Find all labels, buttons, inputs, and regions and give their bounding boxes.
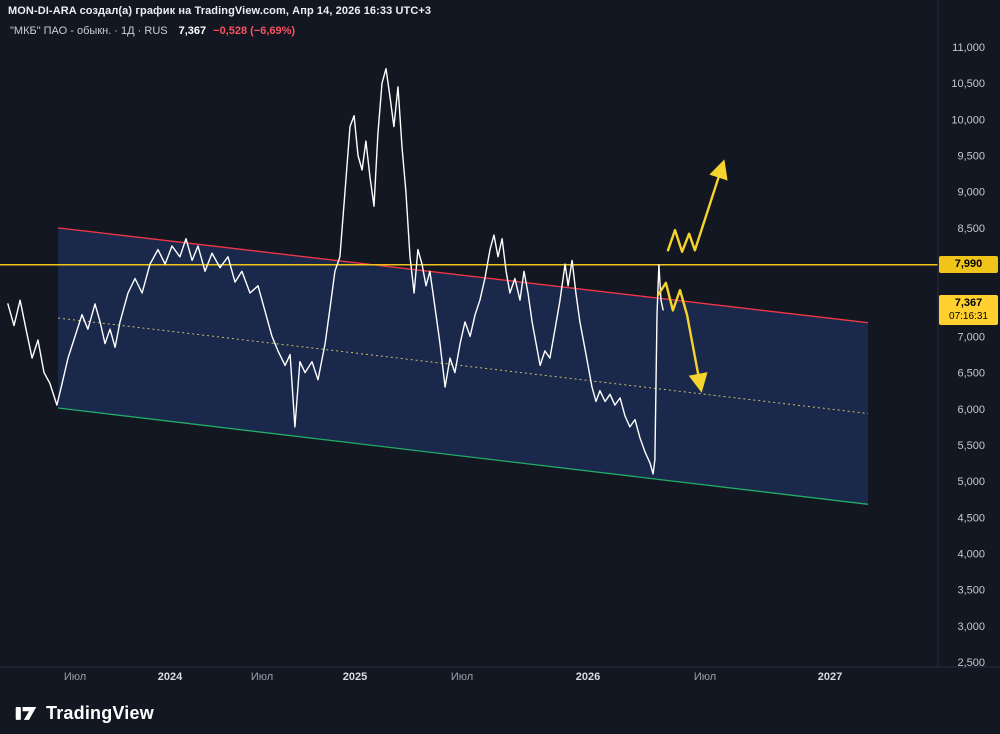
time-tick-label: 2024 (158, 671, 183, 683)
time-tick-label: 2026 (576, 671, 600, 683)
time-tick-label: Июл (451, 671, 473, 683)
last-price-text: 7,367 (954, 296, 983, 309)
price-tick-label: 9,000 (957, 187, 985, 199)
last-price-label: 7,367 07:16:31 (939, 294, 998, 325)
channel-top-line[interactable] (58, 227, 869, 324)
bearish-scenario-arrow[interactable] (656, 281, 708, 393)
parallel-channel-fill[interactable] (58, 227, 869, 505)
horizontal-line-price-label: 7,990 (939, 256, 998, 274)
time-tick-label: 2025 (343, 671, 367, 683)
price-tick-label: 4,500 (957, 512, 985, 524)
price-tick-label: 7,000 (957, 331, 985, 343)
time-tick-label: Июл (694, 671, 716, 683)
price-tick-label: 9,500 (957, 151, 985, 163)
price-tick-label: 4,000 (957, 549, 985, 561)
price-tick-label: 6,500 (957, 368, 985, 380)
time-tick-label: Июл (64, 671, 86, 683)
price-change-value: −0,528 (−6,69%) (213, 25, 296, 37)
price-tick-label: 3,000 (957, 621, 985, 633)
symbol-title[interactable]: "МКБ" ПАО - обыкн. · 1Д · RUS (10, 25, 168, 37)
symbol-info-row: "МКБ" ПАО - обыкн. · 1Д · RUS 7,367 −0,5… (10, 25, 295, 37)
price-tick-label: 10,000 (951, 114, 985, 126)
tradingview-footer-link[interactable]: TradingView (14, 701, 154, 725)
price-tick-label: 2,500 (957, 657, 985, 669)
last-price-value: 7,367 (178, 25, 207, 37)
price-tick-label: 8,500 (957, 223, 985, 235)
tradingview-wordmark: TradingView (46, 702, 154, 723)
tradingview-logo-icon (15, 707, 37, 720)
channel-middle-dashed-line[interactable] (58, 317, 869, 414)
price-tick-label: 11,000 (952, 42, 985, 54)
time-tick-label: Июл (251, 671, 273, 683)
price-tick-label: 6,000 (957, 404, 985, 416)
channel-bottom-line[interactable] (58, 407, 869, 505)
time-tick-label: 2027 (818, 671, 842, 683)
price-line-series[interactable] (7, 67, 664, 475)
price-tick-label: 5,500 (957, 440, 985, 452)
bar-countdown-timer: 07:16:31 (949, 310, 988, 322)
horizontal-line-price-text: 7,990 (954, 258, 983, 271)
attribution-text: MON-DI-ARA создал(а) график на TradingVi… (8, 5, 432, 17)
price-tick-label: 3,500 (957, 585, 985, 597)
price-tick-label: 10,500 (951, 78, 985, 90)
bullish-scenario-arrow[interactable] (666, 159, 728, 254)
price-tick-label: 5,000 (957, 476, 985, 488)
